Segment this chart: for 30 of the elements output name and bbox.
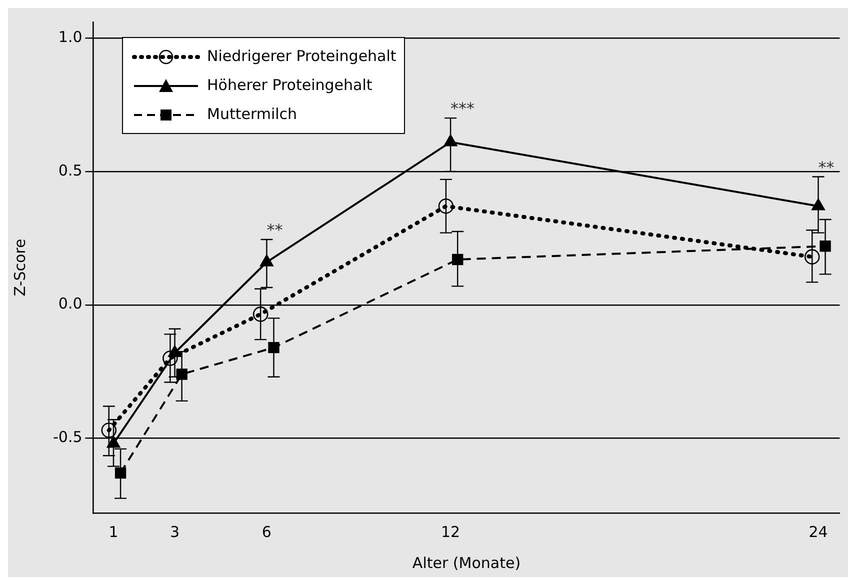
annotation: ** [818, 158, 834, 177]
point [260, 254, 274, 266]
x-tick-label: 1 [108, 522, 118, 541]
y-axis-title: Z-Score [10, 238, 29, 296]
point [101, 422, 117, 438]
y-tick-label: -0.5 [52, 428, 82, 446]
point [444, 134, 458, 146]
y-tick-label: 0.0 [58, 294, 82, 313]
x-tick-label: 3 [170, 522, 180, 541]
x-tick-label: 12 [441, 522, 460, 541]
point [162, 350, 178, 366]
point [804, 249, 820, 264]
x-axis-title: Alter (Monate) [412, 554, 521, 572]
x-tick-label: 6 [262, 522, 272, 541]
point [114, 467, 126, 479]
legend-label: Höherer Proteingehalt [207, 76, 372, 94]
y-tick-label: 1.0 [58, 28, 82, 46]
point [452, 254, 464, 266]
point [268, 342, 280, 354]
point [176, 368, 188, 380]
point [438, 198, 454, 214]
point [252, 306, 268, 322]
point [812, 198, 825, 210]
annotation: ** [266, 220, 283, 240]
legend-label: Muttermilch [207, 105, 298, 123]
point [820, 240, 831, 252]
annotation: *** [450, 99, 475, 118]
legend-label: Niedrigerer Proteingehalt [207, 47, 396, 65]
y-tick-label: 0.5 [58, 161, 82, 180]
x-tick-label: 24 [808, 522, 828, 541]
